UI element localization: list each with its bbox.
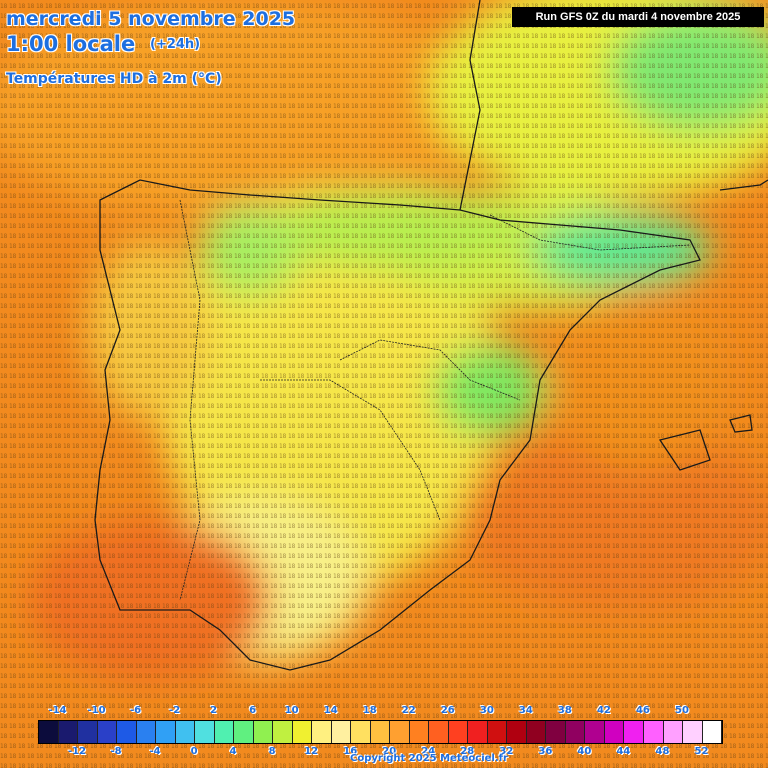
legend-swatch bbox=[604, 721, 625, 743]
legend-tick-bottom: 12 bbox=[304, 746, 319, 757]
legend-swatch bbox=[195, 721, 215, 743]
legend-tick-bottom: 0 bbox=[190, 746, 198, 757]
legend-swatch bbox=[370, 721, 391, 743]
legend-tick-top: 30 bbox=[479, 705, 494, 716]
legend-tick-top: 10 bbox=[284, 705, 299, 716]
legend-tick-bottom: 16 bbox=[343, 746, 358, 757]
legend-swatch bbox=[507, 721, 527, 743]
legend-swatch bbox=[234, 721, 254, 743]
legend-swatch bbox=[253, 721, 274, 743]
legend-tick-bottom: 8 bbox=[268, 746, 276, 757]
legend-swatch bbox=[409, 721, 430, 743]
legend-tick-top: 18 bbox=[362, 705, 377, 716]
legend-tick-top: 2 bbox=[210, 705, 218, 716]
legend-swatch bbox=[683, 721, 703, 743]
legend-tick-bottom: 32 bbox=[499, 746, 514, 757]
legend-tick-bottom: -12 bbox=[67, 746, 87, 757]
legend-swatch bbox=[78, 721, 98, 743]
forecast-date: mercredi 5 novembre 2025 bbox=[6, 8, 296, 30]
legend-swatch bbox=[117, 721, 137, 743]
legend-tick-top: 22 bbox=[401, 705, 416, 716]
legend-tick-bottom: -4 bbox=[149, 746, 161, 757]
legend-swatch bbox=[39, 721, 59, 743]
legend-tick-top: 14 bbox=[323, 705, 338, 716]
legend-tick-top: 46 bbox=[635, 705, 650, 716]
run-info: Run GFS 0Z du mardi 4 novembre 2025 bbox=[512, 7, 764, 27]
legend-tick-top: 38 bbox=[557, 705, 572, 716]
legend-tick-top: -10 bbox=[87, 705, 106, 716]
legend-swatch bbox=[429, 721, 449, 743]
legend-tick-top: 50 bbox=[675, 705, 689, 716]
color-legend bbox=[38, 720, 723, 744]
borders bbox=[179, 199, 691, 601]
legend-tick-bottom: -8 bbox=[110, 746, 122, 757]
legend-tick-top: -14 bbox=[48, 705, 67, 716]
legend-tick-bottom: 40 bbox=[577, 746, 592, 757]
legend-tick-bottom: 36 bbox=[538, 746, 553, 757]
legend-tick-top: 6 bbox=[249, 705, 257, 716]
legend-tick-top: -6 bbox=[130, 705, 142, 716]
legend-swatch bbox=[390, 721, 410, 743]
legend-swatch bbox=[448, 721, 469, 743]
legend-tick-bottom: 4 bbox=[229, 746, 237, 757]
coastlines bbox=[94, 0, 768, 671]
forecast-lead: (+24h) bbox=[150, 37, 201, 52]
legend-tick-bottom: 24 bbox=[421, 746, 436, 757]
legend-swatch bbox=[585, 721, 605, 743]
legend-swatch bbox=[273, 721, 293, 743]
legend-swatch bbox=[487, 721, 508, 743]
legend-tick-bottom: 52 bbox=[694, 746, 709, 757]
variable-title: Températures HD à 2m (°C) bbox=[6, 71, 222, 87]
legend-swatch bbox=[702, 721, 723, 743]
legend-swatch bbox=[292, 721, 313, 743]
legend-tick-bottom: 28 bbox=[460, 746, 475, 757]
legend-swatch bbox=[331, 721, 352, 743]
legend-tick-bottom: 44 bbox=[616, 746, 631, 757]
legend-tick-top: 34 bbox=[518, 705, 533, 716]
legend-swatch bbox=[97, 721, 118, 743]
legend-swatch bbox=[546, 721, 566, 743]
legend-tick-top: 42 bbox=[596, 705, 611, 716]
legend-swatch bbox=[565, 721, 586, 743]
legend-tick-bottom: 20 bbox=[382, 746, 397, 757]
legend-swatch bbox=[312, 721, 332, 743]
legend-swatch bbox=[643, 721, 664, 743]
legend-swatch bbox=[175, 721, 196, 743]
legend-swatch bbox=[663, 721, 684, 743]
legend-tick-bottom: 48 bbox=[655, 746, 670, 757]
legend-swatch bbox=[58, 721, 79, 743]
legend-swatch bbox=[136, 721, 157, 743]
legend-swatch bbox=[214, 721, 235, 743]
legend-swatch bbox=[526, 721, 547, 743]
legend-swatch bbox=[468, 721, 488, 743]
forecast-time: 1:00 locale bbox=[6, 32, 136, 56]
legend-tick-top: 26 bbox=[440, 705, 455, 716]
copyright: Copyright 2025 Meteociel.fr bbox=[350, 753, 508, 764]
legend-swatch bbox=[624, 721, 644, 743]
legend-swatch bbox=[351, 721, 371, 743]
legend-tick-top: -2 bbox=[169, 705, 181, 716]
legend-swatch bbox=[156, 721, 176, 743]
